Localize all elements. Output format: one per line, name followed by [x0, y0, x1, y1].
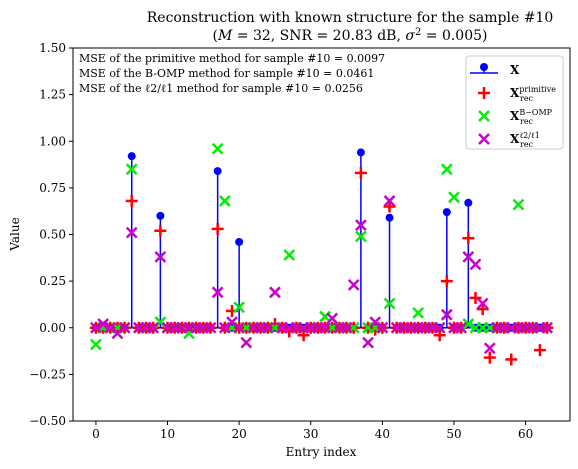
y-tick-label: 0.50: [39, 228, 66, 242]
x-tick-label: 0: [92, 427, 100, 441]
y-tick-label: 0.25: [39, 274, 66, 288]
legend-marker-plus: [478, 87, 490, 99]
x-point: [156, 211, 165, 220]
point-x: [376, 321, 389, 334]
point-x: [476, 297, 489, 310]
point-x: [97, 318, 109, 330]
point-plus: [440, 275, 453, 288]
annotation-mse-bomp: MSE of the B-OMP method for sample #10 =…: [79, 67, 374, 80]
point-x: [218, 195, 231, 207]
y-tick-label: −0.50: [29, 414, 66, 428]
y-tick-label: 1.50: [39, 41, 66, 55]
y-tick-label: 0.75: [39, 181, 66, 195]
axis-ticks: 0 10 20 30 40 50 60 −0.50 −0.25 0.00 0.25 0.50 0.75 1…: [29, 41, 533, 441]
legend-marker-x: [478, 133, 490, 145]
point-plus: [462, 232, 475, 245]
point-x: [211, 286, 224, 299]
point-x: [326, 312, 339, 325]
point-x: [233, 321, 246, 334]
legend-label: XB−OMP rec: [510, 108, 553, 126]
point-x: [541, 321, 553, 334]
x-tick-label: 40: [375, 427, 390, 441]
point-plus: [483, 351, 496, 364]
point-plus: [469, 291, 482, 304]
point-x: [269, 286, 281, 299]
x-point: [127, 152, 136, 161]
point-x: [440, 163, 453, 176]
point-x: [347, 278, 360, 291]
x-point: [356, 148, 365, 157]
point-plus: [154, 224, 167, 237]
plot-area: [72, 47, 571, 422]
point-x: [319, 321, 331, 334]
x-point: [385, 213, 394, 222]
y-tick-label: 0.00: [39, 321, 66, 335]
point-x: [204, 321, 217, 334]
point-x: [240, 336, 253, 349]
point-x: [211, 142, 224, 155]
point-x: [154, 250, 167, 263]
chart-title-line1: Reconstruction with known structure for …: [147, 10, 554, 26]
y-axis-label: Value: [8, 217, 22, 251]
x-point: [464, 198, 473, 207]
point-x: [512, 198, 525, 211]
point-x: [362, 336, 374, 349]
point-x: [261, 321, 274, 334]
point-x: [125, 163, 138, 176]
point-x: [469, 258, 482, 271]
point-x: [440, 308, 453, 321]
legend-box: [465, 55, 564, 150]
x-point: [235, 237, 244, 246]
point-plus: [297, 329, 310, 342]
legend-label: Xprimitive rec: [510, 85, 556, 103]
chart-title-line2: (M = 32, SNR = 20.83 dB, σ2 = 0.005): [213, 27, 488, 44]
point-plus: [533, 344, 546, 357]
x-tick-label: 30: [303, 427, 318, 441]
point-x: [147, 321, 160, 334]
point-x: [125, 226, 138, 239]
point-x: [483, 342, 496, 355]
x-tick-label: 50: [446, 427, 461, 441]
legend-marker-x: [478, 110, 490, 122]
point-plus: [211, 222, 224, 235]
legend-label: X: [510, 63, 520, 77]
y-tick-label: 1.00: [39, 134, 66, 148]
x-tick-label: 60: [518, 427, 533, 441]
point-x: [355, 219, 367, 232]
point-x: [412, 306, 425, 319]
point-x: [383, 297, 396, 310]
x-tick-label: 10: [160, 427, 175, 441]
point-x: [383, 195, 396, 207]
y-tick-label: 1.25: [39, 88, 66, 102]
annotation-mse-primitive: MSE of the primitive method for sample #…: [79, 52, 385, 65]
legend-label: Xℓ2/ℓ1 rec: [510, 131, 540, 149]
point-x: [283, 249, 296, 261]
point-x: [462, 318, 475, 330]
point-x: [90, 338, 102, 351]
y-tick-label: −0.25: [29, 367, 66, 381]
point-x: [118, 321, 131, 334]
x-tick-label: 20: [232, 427, 247, 441]
point-x: [340, 321, 353, 334]
point-x: [90, 321, 102, 334]
point-x: [455, 321, 468, 334]
legend: X Xprimitive rec XB−OMP rec Xℓ2/ℓ1 rec: [465, 55, 564, 150]
point-x: [355, 230, 367, 243]
point-plus: [354, 166, 367, 179]
point-x: [448, 191, 460, 204]
point-plus: [125, 194, 138, 207]
point-x: [433, 321, 446, 334]
legend-marker: [480, 63, 488, 71]
point-x: [233, 301, 246, 314]
point-plus: [505, 353, 518, 366]
x-point: [442, 208, 451, 217]
x-axis-label: Entry index: [286, 445, 357, 459]
x-point: [213, 167, 222, 176]
annotation-mse-l2l1: MSE of the ℓ2/ℓ1 method for sample #10 =…: [79, 82, 363, 95]
point-plus: [433, 329, 446, 342]
